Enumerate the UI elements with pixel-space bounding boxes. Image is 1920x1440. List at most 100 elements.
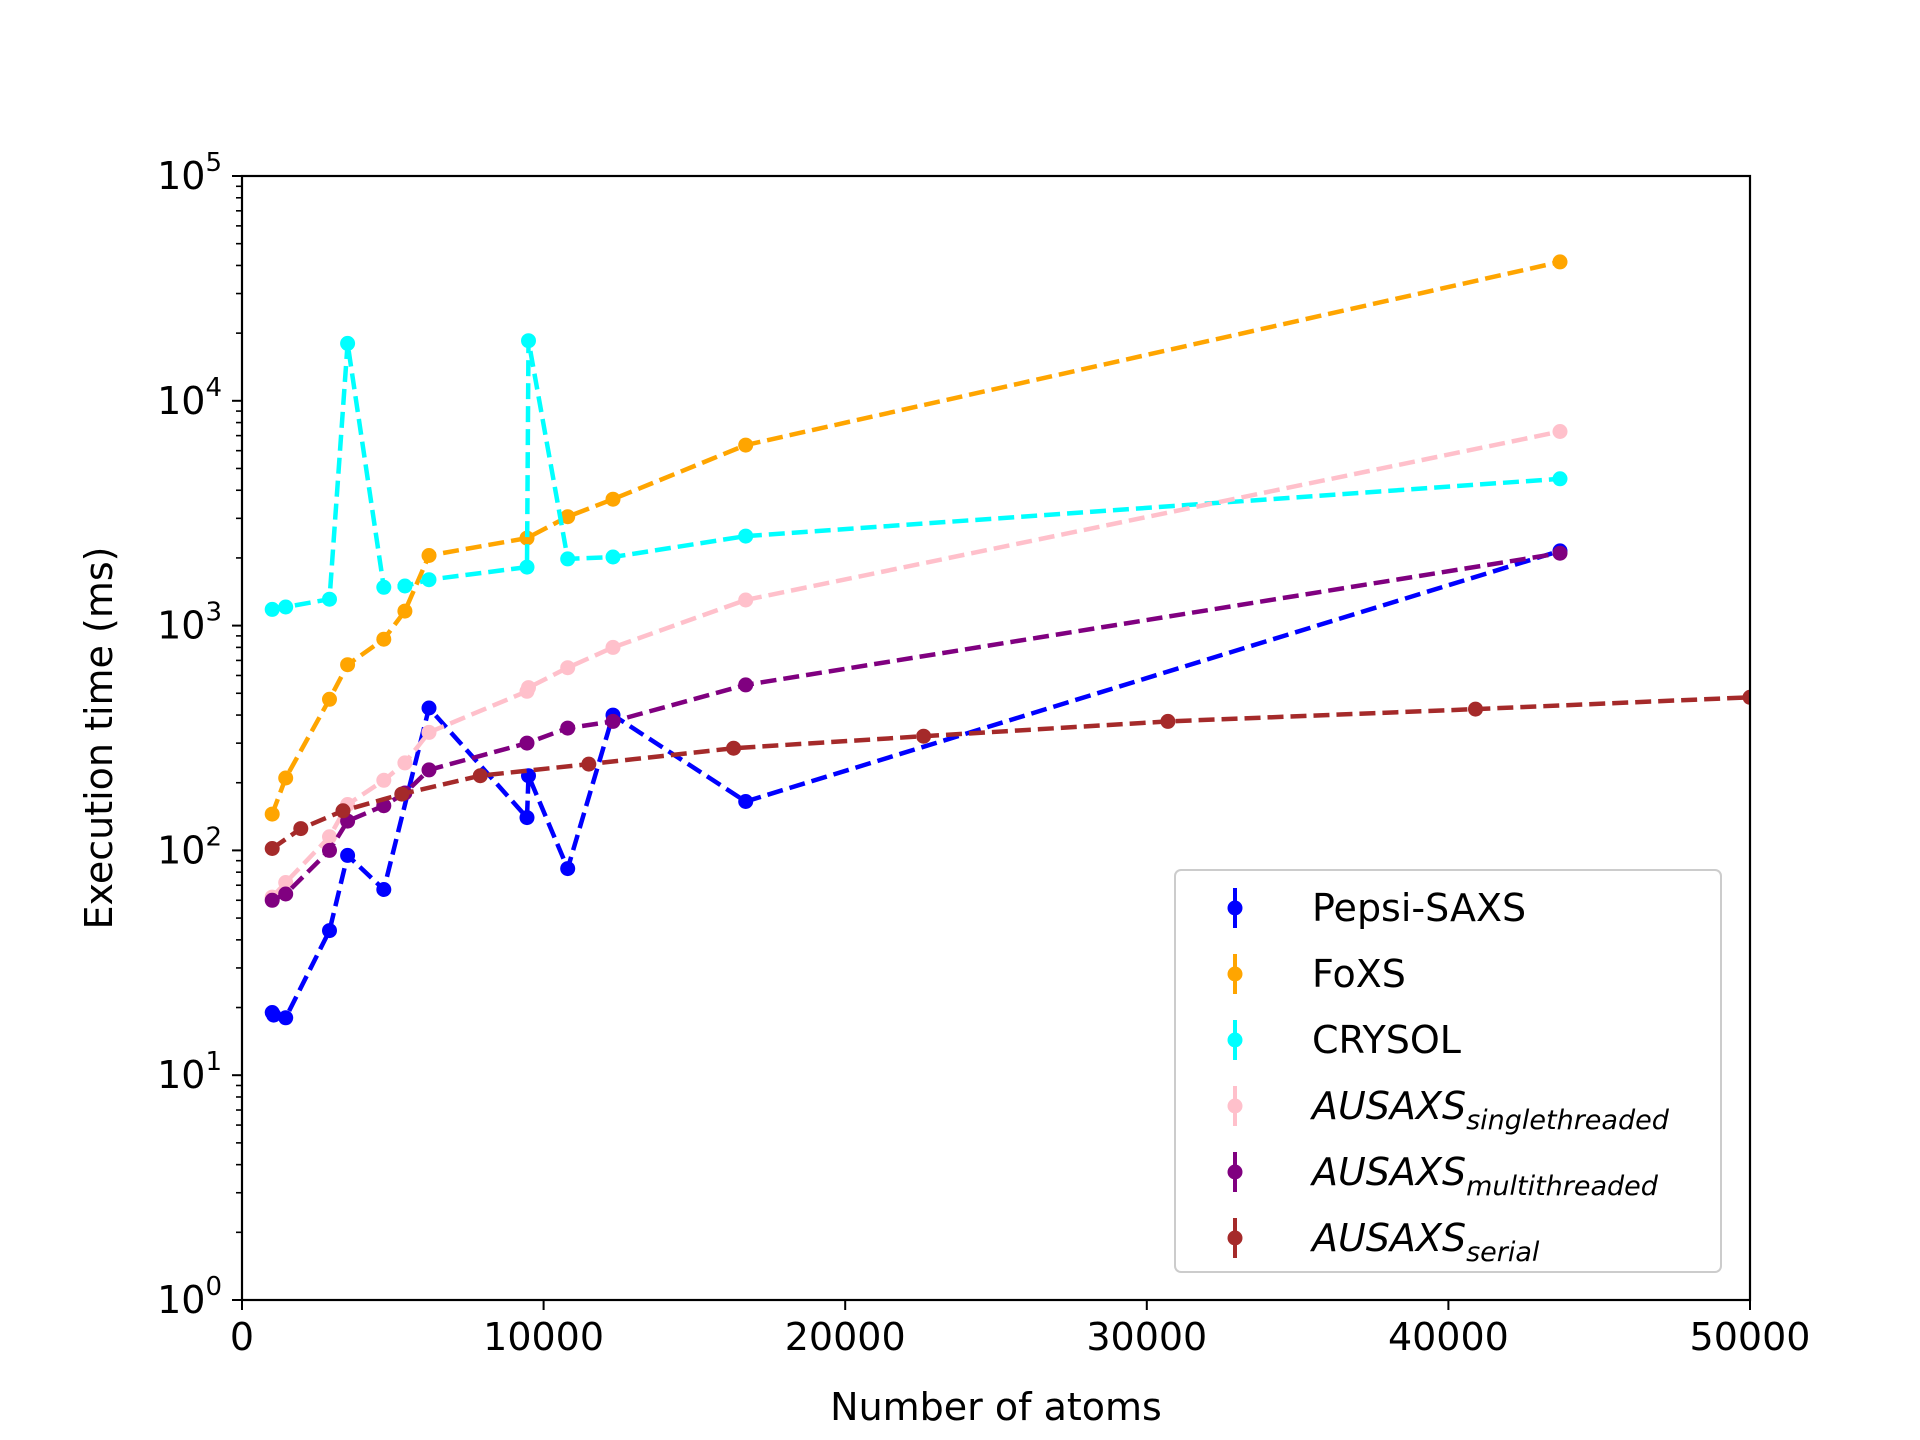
y-tick-label-base: 10 [157, 604, 205, 648]
data-point [1160, 713, 1176, 729]
legend-label: FoXS [1312, 952, 1406, 996]
legend-item: CRYSOL [1227, 1018, 1461, 1062]
data-point [1742, 689, 1750, 705]
data-point [560, 660, 576, 676]
y-axis-label: Execution time (ms) [77, 547, 121, 930]
data-point [335, 803, 351, 819]
legend-label: Pepsi-SAXS [1312, 886, 1526, 930]
y-tick-label-exponent: 1 [205, 1047, 222, 1077]
data-point [605, 639, 621, 655]
data-point [605, 491, 621, 507]
data-point [376, 882, 392, 897]
series-ausaxs-serial [264, 689, 1750, 856]
y-tick-label: 103 [157, 598, 222, 648]
data-point [560, 720, 576, 736]
data-point [340, 335, 356, 351]
x-axis: 0 10000 20000 30000 40000 50000 [230, 1300, 1811, 1359]
legend-label-subscript: serial [1466, 1237, 1540, 1268]
data-point [519, 735, 535, 751]
legend-marker-icon [1227, 1098, 1243, 1114]
data-point [1552, 424, 1568, 439]
legend-label-subscript: multithreaded [1466, 1171, 1659, 1202]
data-point [1552, 545, 1568, 561]
legend-label-subscript: singlethreaded [1466, 1105, 1670, 1136]
legend-marker-icon [1227, 1230, 1243, 1246]
data-point [397, 603, 413, 619]
data-point [521, 333, 536, 349]
data-point [394, 786, 410, 802]
data-point [376, 631, 392, 647]
data-point [264, 892, 280, 908]
x-axis-label: Number of atoms [830, 1385, 1162, 1429]
legend-item: FoXS [1227, 952, 1406, 996]
data-point [916, 728, 932, 744]
legend-marker-icon [1227, 966, 1243, 982]
data-point [605, 713, 621, 729]
legend-marker-icon [1227, 1164, 1243, 1180]
data-point [421, 548, 437, 563]
series-line [271, 550, 1561, 903]
data-point [738, 528, 754, 544]
legend-box [1174, 869, 1722, 1273]
legend-label: AUSAXSmultithreaded [1309, 1150, 1659, 1202]
data-point [397, 578, 413, 594]
legend: Pepsi-SAXSFoXSCRYSOLAUSAXSsinglethreaded… [1174, 869, 1722, 1273]
data-point [322, 829, 337, 845]
series-line [270, 429, 1561, 899]
data-point [266, 1007, 282, 1023]
y-tick-label: 104 [157, 373, 222, 423]
data-point [278, 770, 294, 786]
data-point [519, 559, 535, 575]
data-point [293, 821, 309, 837]
y-tick-label-base: 10 [157, 379, 205, 423]
series-line [271, 340, 1561, 612]
legend-label: AUSAXSserial [1309, 1216, 1540, 1268]
data-point [472, 768, 488, 784]
data-point [738, 592, 754, 608]
legend-marker-icon [1227, 900, 1243, 916]
legend-label-main: AUSAXS [1309, 1216, 1466, 1260]
data-point [738, 794, 754, 809]
legend-item: Pepsi-SAXS [1227, 886, 1526, 930]
legend-item: AUSAXSmultithreaded [1227, 1150, 1659, 1202]
y-tick-label-exponent: 0 [205, 1272, 222, 1302]
legend-label-main: FoXS [1312, 952, 1406, 996]
data-point [421, 572, 437, 588]
x-tick-label: 10000 [483, 1315, 604, 1359]
data-point [1468, 701, 1483, 717]
x-tick-label: 50000 [1690, 1315, 1811, 1359]
series-crysol [264, 333, 1568, 617]
series-ausaxs-singlethreaded [264, 424, 1568, 905]
legend-label-main: AUSAXS [1309, 1084, 1466, 1128]
y-tick-label-exponent: 2 [205, 822, 222, 852]
data-point [421, 700, 437, 716]
y-tick-label: 101 [157, 1047, 222, 1097]
y-tick-label-base: 10 [157, 1053, 205, 1097]
legend-label: CRYSOL [1312, 1018, 1461, 1062]
plot-area-frame [240, 174, 1752, 1302]
legend-item: AUSAXSserial [1227, 1216, 1540, 1268]
series-line [270, 259, 1561, 815]
data-point [322, 591, 337, 607]
series-ausaxs-multithreaded [264, 545, 1568, 908]
x-tick-label: 20000 [785, 1315, 906, 1359]
y-tick-label-base: 10 [157, 154, 205, 198]
data-point [521, 680, 536, 696]
y-tick-label: 105 [157, 148, 222, 198]
data-point [340, 847, 356, 863]
data-point [421, 724, 437, 740]
data-point [397, 755, 413, 771]
data-point [340, 657, 356, 673]
series-foxs [264, 254, 1568, 822]
data-point [278, 1010, 294, 1026]
data-point [581, 756, 597, 772]
data-point [421, 762, 437, 778]
x-tick-label: 0 [230, 1315, 254, 1359]
data-point [1552, 254, 1568, 270]
data-point [738, 437, 754, 453]
y-tick-label-exponent: 4 [205, 373, 222, 403]
data-point [1552, 471, 1568, 487]
data-point [264, 601, 280, 617]
